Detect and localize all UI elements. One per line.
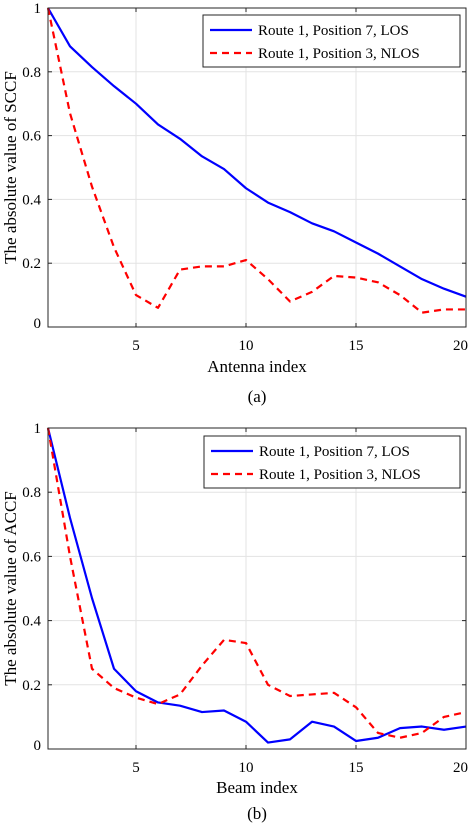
y-tick-label: 0.8 [22, 485, 41, 501]
y-tick-label: 0.4 [22, 192, 41, 208]
y-tick-label: 0.8 [22, 65, 41, 81]
x-tick-label: 10 [239, 338, 254, 354]
chart-panel-2: 5 10 15 20 0 0.2 0.4 0.6 0.8 1 Beam index The absol… [1, 421, 468, 823]
y-tick-label: 0 [34, 738, 42, 754]
y-tick-label: 0.2 [22, 678, 41, 694]
legend: Route 1, Position 7, LOS Route 1, Positio… [203, 435, 461, 489]
chart-panel-1: 5 10 15 20 0 0.2 0.4 0.6 0.8 1 Antenna index The ab… [1, 1, 468, 406]
x-axis-label: Antenna index [207, 357, 307, 376]
series-line-los [47, 7, 467, 298]
axes-frame [47, 427, 467, 750]
y-tick-label: 0 [34, 316, 42, 332]
series-line-nlos [46, 427, 467, 739]
x-tick-label: 15 [349, 760, 364, 776]
legend-label-los: Route 1, Position 7, LOS [259, 444, 410, 460]
x-axis-label: Beam index [216, 778, 298, 797]
legend-box [203, 435, 461, 489]
legend-box [202, 14, 461, 68]
y-tick-label: 0.6 [22, 549, 41, 565]
x-tick-label: 15 [349, 338, 364, 354]
legend-label-los: Route 1, Position 7, LOS [258, 23, 409, 39]
legend-label-nlos: Route 1, Position 3, NLOS [258, 46, 420, 62]
x-tick-label: 20 [453, 338, 468, 354]
series-line-nlos [46, 7, 466, 314]
x-tick-label: 20 [453, 760, 468, 776]
x-tick-label: 10 [239, 760, 254, 776]
panel-caption: (a) [248, 387, 267, 406]
y-axis-label: The absolute value of ACCF [1, 491, 20, 686]
y-tick-label: 0.4 [22, 614, 41, 630]
legend-label-nlos: Route 1, Position 3, NLOS [259, 467, 421, 483]
x-tick-label: 5 [132, 760, 140, 776]
y-tick-label: 1 [34, 421, 42, 437]
panel-caption: (b) [247, 804, 267, 823]
y-axis-label: The absolute value of SCCF [1, 71, 20, 264]
y-tick-label: 1 [34, 1, 42, 17]
y-tick-label: 0.6 [22, 129, 41, 145]
legend: Route 1, Position 7, LOS Route 1, Positio… [202, 14, 461, 68]
axes-frame [47, 7, 467, 328]
y-tick-label: 0.2 [22, 256, 41, 272]
x-tick-label: 5 [132, 338, 140, 354]
series-line-los [46, 427, 467, 744]
